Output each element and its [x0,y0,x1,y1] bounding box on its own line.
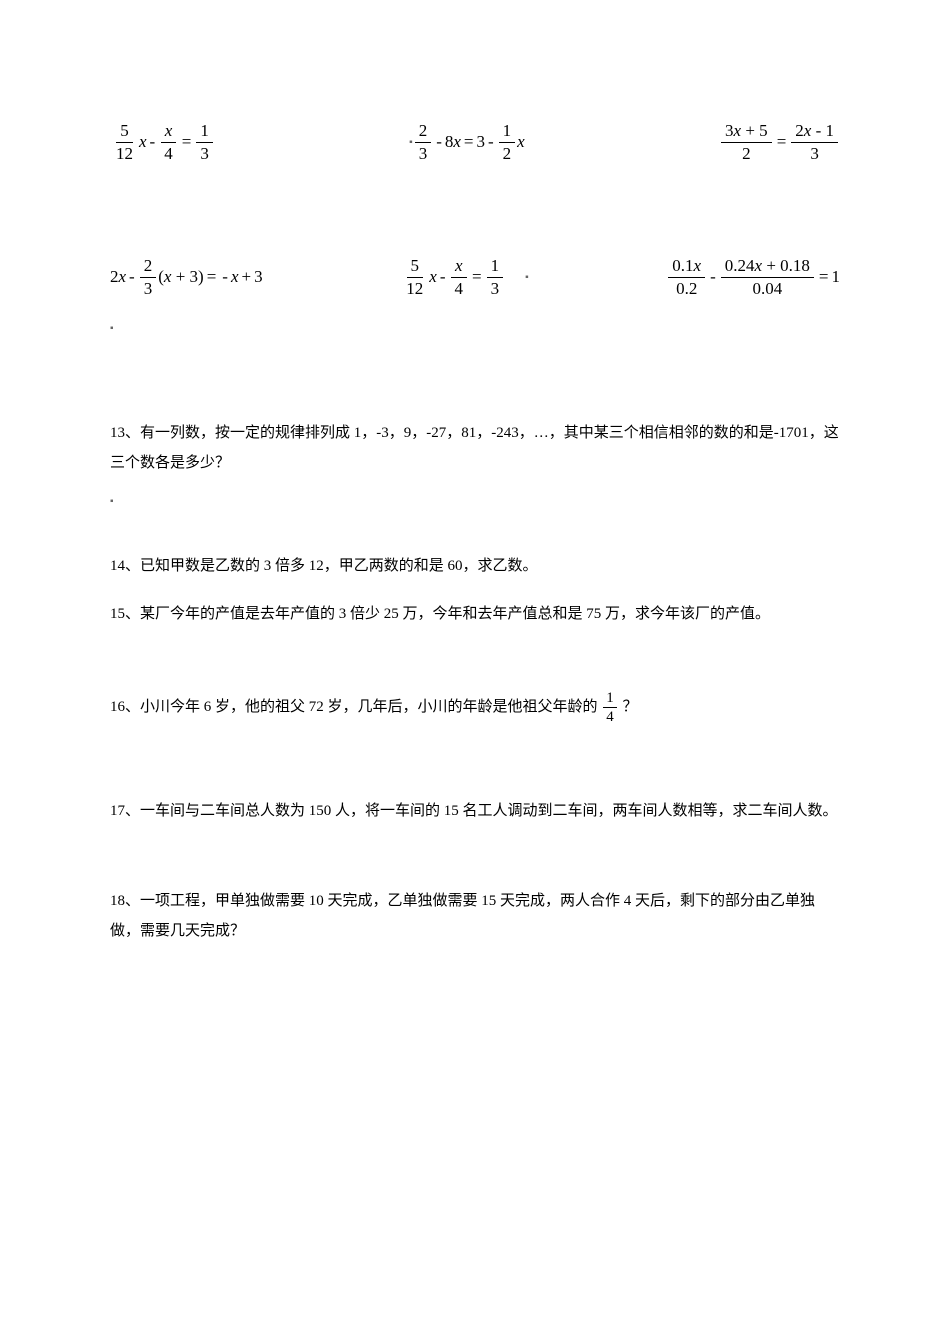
variable: x [119,262,127,293]
problem-16: 16、小川今年 6 岁，他的祖父 72 岁，几年后，小川的年龄是他祖父年龄的 1… [110,689,840,726]
frac-top: 1 [196,120,213,143]
equation-1-2: ▪ 2 3 - 8 x = 3 - 1 2 x [409,120,525,165]
equation-2-3: 0.1x 0.2 - 0.24x + 0.18 0.04 = 1 [666,255,840,300]
number: 2 [110,262,119,293]
variable: x [139,127,147,158]
problem-17: 17、一车间与二车间总人数为 150 人，将一车间的 15 名工人调动到二车间，… [110,796,840,826]
equation-1-1: 5 12 x - x 4 = 1 3 [110,120,215,165]
operator: = [464,127,474,158]
frac-top: x [161,120,177,143]
problem-18: 18、一项工程，甲单独做需要 10 天完成，乙单独做需要 15 天完成，两人合作… [110,886,840,946]
equation-2-1: 2 x - 2 3 (x + 3) = - x + 3 [110,255,263,300]
frac-top: 1 [487,255,504,278]
problem-text-pre: 16、小川今年 6 岁，他的祖父 72 岁，几年后，小川的年龄是他祖父年龄的 [110,699,598,715]
frac-bot: 3 [140,278,157,300]
problem-13: 13、有一列数，按一定的规律排列成 1，-3，9，-27，81，-243，…，其… [110,418,840,478]
frac-bot: 0.04 [748,278,786,300]
problem-text: 14、已知甲数是乙数的 3 倍多 12，甲乙两数的和是 60，求乙数。 [110,558,538,574]
operator: - [440,262,446,293]
operator: - [436,127,442,158]
frac-bot: 4 [450,278,467,300]
problem-text: 18、一项工程，甲单独做需要 10 天完成，乙单独做需要 15 天完成，两人合作… [110,893,815,939]
equation-row-2: 2 x - 2 3 (x + 3) = - x + 3 5 12 x - x 4… [110,255,840,300]
frac-bot: 4 [603,708,617,726]
frac-top: 1 [603,689,617,708]
mark-icon: ▪ [525,269,529,287]
equation-1-3: 3x + 5 2 = 2x - 1 3 [719,120,840,165]
equation-2-2: 5 12 x - x 4 = 1 3 ▪ [400,255,528,300]
operator: = [777,127,787,158]
frac-bot: 2 [499,143,516,165]
frac-bot: 3 [806,143,823,165]
frac-top: 2 [415,120,432,143]
frac-top: 2x - 1 [791,120,838,143]
problem-15: 15、某厂今年的产值是去年产值的 3 倍少 25 万，今年和去年产值总和是 75… [110,599,840,629]
operator: = [207,262,217,293]
frac-bot: 2 [738,143,755,165]
operator: + [242,262,252,293]
frac-bot: 12 [112,143,137,165]
variable: x [453,127,461,158]
operator: - [710,262,716,293]
operator: - [488,127,494,158]
paren: (x + 3) [158,262,203,293]
problem-text-post: ？ [623,699,638,715]
frac-bot: 3 [196,143,213,165]
frac-top: 5 [116,120,133,143]
operator: = [819,262,829,293]
frac-top: 1 [499,120,516,143]
operator: - [150,127,156,158]
frac-bot: 4 [160,143,177,165]
frac-bot: 3 [415,143,432,165]
frac-top: x [451,255,467,278]
frac-top: 2 [140,255,157,278]
frac-top: 0.24x + 0.18 [721,255,814,278]
operator: = [472,262,482,293]
number: 3 [477,127,486,158]
operator: - [129,262,135,293]
problem-text: 13、有一列数，按一定的规律排列成 1，-3，9，-27，81，-243，…，其… [110,425,839,471]
operator: = [182,127,192,158]
mark-icon: ▪ [409,134,413,152]
mark-icon: ▪ [110,320,840,338]
variable: x [517,127,525,158]
frac-bot: 3 [487,278,504,300]
neg: - [222,262,228,293]
problem-text: 15、某厂今年的产值是去年产值的 3 倍少 25 万，今年和去年产值总和是 75… [110,606,770,622]
frac-top: 0.1x [668,255,705,278]
frac-bot: 12 [402,278,427,300]
mark-icon: ▪ [110,493,840,511]
frac-top: 5 [407,255,424,278]
number: 1 [832,262,841,293]
problem-text: 17、一车间与二车间总人数为 150 人，将一车间的 15 名工人调动到二车间，… [110,803,838,819]
number: 3 [254,262,263,293]
variable: x [231,262,239,293]
frac-top: 3x + 5 [721,120,772,143]
inline-fraction: 1 4 [603,689,617,726]
frac-bot: 0.2 [672,278,701,300]
problem-14: 14、已知甲数是乙数的 3 倍多 12，甲乙两数的和是 60，求乙数。 [110,551,840,581]
equation-row-1: 5 12 x - x 4 = 1 3 ▪ 2 3 - 8 x = 3 - 1 2… [110,120,840,165]
variable: x [429,262,437,293]
